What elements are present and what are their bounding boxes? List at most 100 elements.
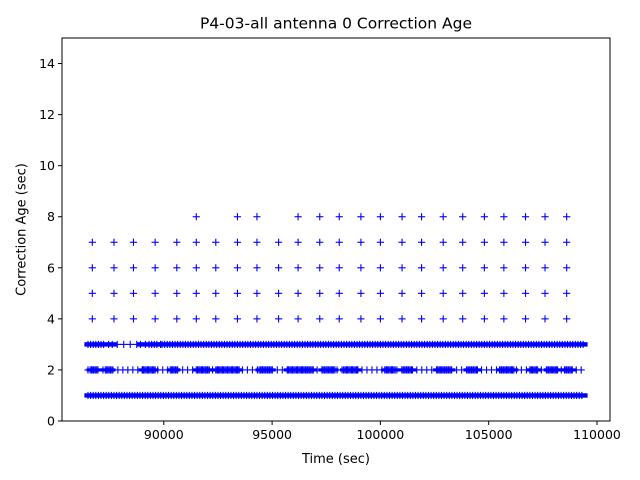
data-point — [398, 315, 406, 323]
data-point — [235, 366, 243, 374]
data-point — [335, 289, 343, 297]
data-point — [521, 289, 530, 297]
data-point — [294, 238, 302, 246]
x-tick-label: 100000 — [357, 427, 405, 442]
data-point — [253, 264, 261, 272]
x-tick-label: 110000 — [573, 427, 621, 442]
data-point — [129, 264, 138, 272]
data-point — [253, 213, 261, 221]
data-point — [357, 289, 365, 297]
chart-title: P4-03-all antenna 0 Correction Age — [200, 15, 472, 33]
data-point — [316, 238, 324, 246]
axes: 90000 95000 100000 105000 110000 0 2 4 6 8 10 12 14 — [39, 37, 621, 442]
data-point — [88, 289, 96, 297]
data-point — [376, 238, 385, 246]
x-tick-label: 95000 — [252, 427, 292, 442]
data-point — [563, 289, 571, 297]
data-point — [335, 238, 343, 246]
data-point — [480, 238, 488, 246]
data-point — [480, 289, 488, 297]
data-point — [192, 238, 200, 246]
data-point — [129, 238, 138, 246]
data-point — [253, 289, 261, 297]
data-point — [151, 289, 159, 297]
data-point — [541, 213, 549, 221]
data-point — [579, 340, 587, 348]
data-point — [563, 315, 571, 323]
data-point — [354, 366, 362, 374]
data-point — [192, 289, 200, 297]
data-point — [568, 366, 576, 374]
data-point — [459, 238, 467, 246]
data-point — [110, 289, 118, 297]
data-point — [173, 264, 181, 272]
data-point — [113, 340, 121, 348]
data-point — [417, 315, 426, 323]
data-point — [439, 238, 447, 246]
data-point — [151, 315, 159, 323]
data-point — [357, 213, 365, 221]
data-point — [331, 366, 339, 374]
data-point — [417, 264, 426, 272]
data-point — [173, 289, 181, 297]
data-point — [275, 264, 283, 272]
data-point — [398, 289, 406, 297]
data-point — [376, 289, 385, 297]
data-point — [357, 315, 365, 323]
data-point — [439, 264, 447, 272]
data-point — [156, 340, 165, 348]
data-point — [129, 289, 138, 297]
data-point — [173, 238, 181, 246]
data-point — [480, 264, 488, 272]
data-point — [233, 238, 242, 246]
data-point — [541, 264, 549, 272]
data-point — [376, 315, 385, 323]
data-point — [459, 264, 467, 272]
data-point — [151, 238, 159, 246]
data-point — [294, 289, 302, 297]
data-point — [233, 213, 242, 221]
data-point — [577, 366, 585, 374]
data-point — [335, 264, 343, 272]
data-point — [563, 238, 571, 246]
data-point — [439, 315, 447, 323]
data-point — [357, 238, 365, 246]
data-point — [417, 289, 426, 297]
data-point — [578, 391, 586, 400]
data-point — [212, 264, 220, 272]
data-point — [316, 264, 324, 272]
data-point — [473, 366, 482, 374]
data-point — [521, 213, 530, 221]
y-tick-label: 8 — [47, 209, 55, 224]
data-point — [480, 315, 488, 323]
y-tick-label: 10 — [39, 158, 55, 173]
data-point — [294, 315, 302, 323]
data-point — [173, 315, 181, 323]
x-tick-label: 105000 — [465, 427, 513, 442]
data-point — [534, 366, 542, 374]
data-point — [253, 315, 261, 323]
data-point — [521, 315, 530, 323]
data-point — [417, 213, 426, 221]
plot-frame — [61, 37, 611, 422]
data-point — [439, 289, 447, 297]
data-point — [94, 366, 102, 374]
data-point — [151, 264, 159, 272]
data-point — [309, 366, 317, 374]
data-point — [173, 366, 181, 374]
data-point — [233, 315, 242, 323]
data-point — [391, 366, 399, 374]
y-tick-label: 12 — [39, 107, 55, 122]
x-tick-label: 90000 — [144, 427, 184, 442]
data-point — [459, 315, 467, 323]
y-axis-label: Correction Age (sec) — [15, 163, 30, 296]
data-point — [141, 340, 149, 348]
data-point — [553, 366, 562, 374]
data-point — [376, 264, 385, 272]
data-point — [500, 264, 508, 272]
data-point — [335, 315, 343, 323]
data-point — [335, 213, 343, 221]
data-point — [192, 213, 200, 221]
data-point — [376, 213, 385, 221]
data-marks — [84, 213, 588, 400]
